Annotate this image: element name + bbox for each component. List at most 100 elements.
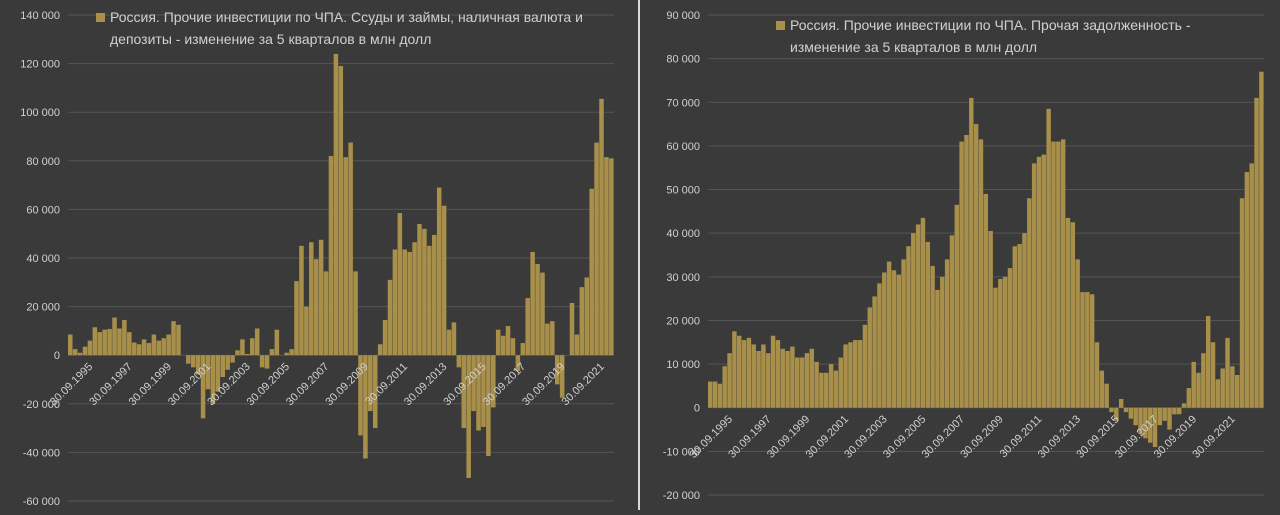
- bar: [993, 288, 997, 408]
- bar: [511, 338, 516, 355]
- bar: [882, 272, 886, 407]
- legend-text: депозиты - изменение за 5 кварталов в мл…: [110, 31, 431, 47]
- y-tick-label: 30 000: [666, 272, 700, 284]
- bar: [599, 99, 604, 355]
- bar: [1254, 98, 1258, 408]
- bar: [1046, 109, 1050, 408]
- y-tick-label: -40 000: [23, 447, 60, 459]
- bar: [752, 344, 756, 407]
- bar: [906, 246, 910, 407]
- bar: [843, 344, 847, 407]
- bar: [230, 355, 235, 362]
- bar: [294, 281, 299, 355]
- x-tick-label: 30.09.2021: [559, 361, 606, 408]
- bar: [1066, 218, 1070, 408]
- bar: [324, 271, 329, 355]
- bar: [521, 343, 526, 355]
- bar: [1245, 172, 1249, 408]
- bar: [718, 384, 722, 408]
- bar: [289, 349, 294, 355]
- bar: [737, 336, 741, 408]
- bar: [781, 349, 785, 408]
- bar: [1003, 277, 1007, 408]
- y-tick-label: 40 000: [666, 228, 700, 240]
- bar: [911, 233, 915, 408]
- bar: [220, 355, 225, 377]
- bar: [776, 340, 780, 408]
- y-tick-label: 40 000: [26, 253, 60, 265]
- bar: [785, 351, 789, 408]
- bar: [1259, 72, 1263, 408]
- bar: [540, 273, 545, 356]
- bar: [594, 143, 599, 356]
- bar: [402, 250, 407, 356]
- bar: [299, 246, 304, 355]
- bar: [422, 229, 427, 355]
- bar: [245, 354, 250, 355]
- bar: [839, 358, 843, 408]
- bar: [343, 157, 348, 355]
- bar: [868, 307, 872, 407]
- bar: [275, 330, 280, 356]
- bar: [132, 343, 137, 356]
- bar: [742, 340, 746, 408]
- bar: [877, 283, 881, 407]
- bar: [73, 349, 78, 355]
- legend-text: Россия. Прочие инвестиции по ЧПА. Ссуды …: [110, 9, 583, 25]
- bar: [575, 335, 580, 356]
- bar: [137, 344, 142, 355]
- bar: [506, 326, 511, 355]
- bar: [496, 330, 501, 356]
- bar: [1032, 163, 1036, 407]
- bar: [771, 336, 775, 408]
- bar: [166, 335, 171, 356]
- bar: [442, 206, 447, 355]
- bar: [98, 332, 103, 355]
- bar: [1071, 222, 1075, 407]
- bar: [901, 259, 905, 407]
- bar: [1172, 408, 1176, 415]
- bar: [713, 382, 717, 408]
- bar: [863, 325, 867, 408]
- bar: [950, 235, 954, 407]
- bar: [1230, 366, 1234, 407]
- bar: [988, 231, 992, 408]
- bar: [147, 343, 152, 355]
- bar: [1187, 388, 1191, 408]
- bar: [157, 341, 162, 356]
- bar: [1080, 292, 1084, 408]
- bar: [1191, 362, 1195, 408]
- bar: [122, 320, 127, 355]
- bar: [398, 213, 403, 355]
- bar: [979, 139, 983, 407]
- bar: [88, 341, 93, 356]
- bar: [1129, 408, 1133, 419]
- bar: [964, 135, 968, 408]
- bar: [766, 353, 770, 408]
- bar: [1027, 198, 1031, 407]
- bar: [255, 328, 260, 355]
- bar: [339, 66, 344, 355]
- bar: [872, 296, 876, 407]
- bar: [998, 279, 1002, 408]
- bar: [530, 252, 535, 355]
- bar: [560, 355, 565, 398]
- bar: [240, 339, 245, 355]
- y-tick-label: 60 000: [26, 204, 60, 216]
- bar: [432, 235, 437, 355]
- bar: [452, 322, 457, 355]
- bar: [926, 242, 930, 408]
- bar: [732, 331, 736, 407]
- bar: [1056, 142, 1060, 408]
- bar: [83, 347, 88, 356]
- bar: [1037, 157, 1041, 408]
- bar: [800, 358, 804, 408]
- bar: [93, 327, 98, 355]
- bar: [437, 188, 442, 356]
- bar: [525, 298, 530, 355]
- bar: [969, 98, 973, 408]
- bar: [1085, 292, 1089, 408]
- bar: [1042, 155, 1046, 408]
